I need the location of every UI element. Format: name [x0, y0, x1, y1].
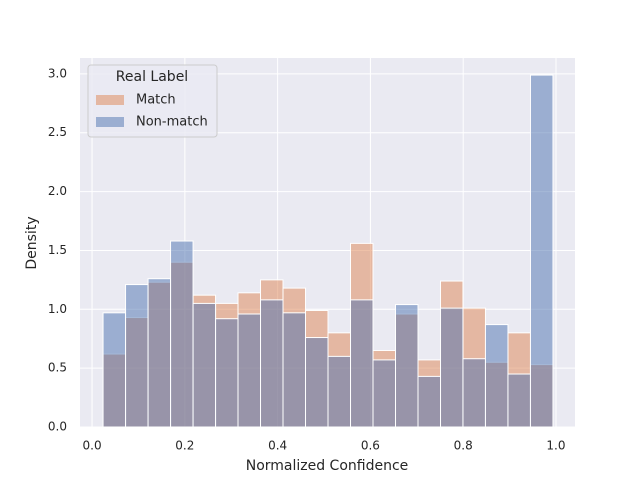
- histogram-bar: [215, 318, 239, 428]
- histogram-bar: [507, 373, 531, 428]
- histogram-bar: [350, 299, 374, 428]
- histogram-bar: [529, 74, 554, 428]
- x-tick-label: 0.8: [454, 439, 473, 453]
- histogram-bar: [260, 299, 284, 428]
- y-tick-label: 0.5: [48, 361, 67, 375]
- y-tick-label: 2.5: [48, 125, 67, 139]
- histogram-bar: [327, 355, 352, 428]
- x-tick-label: 0.4: [268, 439, 287, 453]
- histogram-bar: [192, 302, 217, 428]
- y-tick-label: 2.0: [48, 184, 67, 198]
- legend-title: Real Label: [116, 69, 188, 85]
- histogram-bar: [484, 324, 509, 428]
- histogram-bar: [305, 337, 329, 428]
- x-tick-label: 1.0: [546, 439, 565, 453]
- legend-swatch: [96, 117, 124, 127]
- x-axis-label: Normalized Confidence: [246, 458, 409, 474]
- histogram-bar: [147, 278, 172, 428]
- x-tick-label: 0.6: [361, 439, 380, 453]
- y-tick-label: 0.0: [48, 420, 67, 434]
- x-tick-label: 0.0: [83, 439, 102, 453]
- histogram-bar: [462, 358, 486, 428]
- histogram-bar: [372, 359, 397, 428]
- histogram-bar: [440, 307, 464, 428]
- histogram-bar: [125, 284, 149, 428]
- y-tick-label: 3.0: [48, 66, 67, 80]
- histogram-bar: [170, 240, 194, 428]
- x-tick-label: 0.2: [175, 439, 194, 453]
- y-tick-label: 1.5: [48, 243, 67, 257]
- histogram-bar: [282, 312, 307, 428]
- y-tick-label: 1.0: [48, 302, 67, 316]
- histogram-bar: [102, 312, 127, 428]
- legend-label: Non-match: [136, 115, 208, 130]
- histogram-bar: [417, 375, 442, 428]
- histogram-bar: [237, 313, 262, 428]
- histogram-bar: [395, 304, 419, 428]
- y-axis-label: Density: [24, 216, 40, 269]
- legend-label: Match: [136, 93, 176, 108]
- legend-swatch: [96, 95, 124, 105]
